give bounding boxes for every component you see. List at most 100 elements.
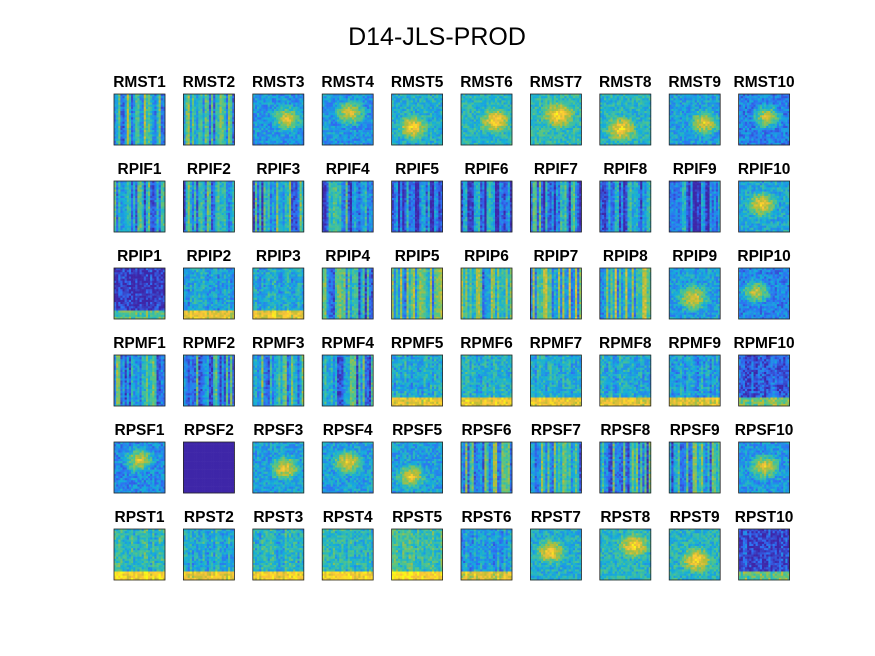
heatmap-cell [300,134,302,136]
heatmap-cell [630,103,632,105]
heatmap-cell [547,134,549,136]
heatmap-cell [326,124,328,126]
heatmap-cell [478,120,480,122]
heatmap-cell [564,139,566,141]
heatmap-cell [491,111,493,113]
heatmap-cell [192,139,194,141]
heatmap-cell [291,105,293,107]
heatmap-cell [487,141,489,143]
heatmap-cell [426,111,428,113]
heatmap-cell [539,115,541,117]
heatmap-cell [283,111,285,113]
heatmap-cell [617,132,619,134]
heatmap-cell [257,96,259,98]
heatmap-cell [539,100,541,102]
heatmap-cell [150,141,152,143]
heatmap-cell [194,122,196,124]
heatmap-cell [575,137,577,139]
heatmap-cell [430,128,432,130]
heatmap-cell [567,137,569,139]
heatmap-cell [623,96,625,98]
heatmap-cell [224,109,226,111]
heatmap-cell [343,132,345,134]
heatmap-cell [556,134,558,136]
heatmap-cell [419,103,421,105]
heatmap-cell [270,100,272,102]
heatmap-cell [508,122,510,124]
heatmap-cell [341,122,343,124]
heatmap-cell [394,137,396,139]
heatmap-cell [226,96,228,98]
heatmap-cell [300,126,302,128]
heatmap-cell [268,130,270,132]
heatmap-cell [406,113,408,115]
heatmap-cell [575,126,577,128]
heatmap-cell [463,124,465,126]
panel-title: RMST7 [530,74,583,91]
heatmap-cell [686,107,688,109]
heatmap-cell [396,130,398,132]
heatmap-cell [617,107,619,109]
heatmap-cell [337,141,339,143]
heatmap-cell [434,100,436,102]
heatmap-cell [647,126,649,128]
heatmap-cell [118,100,120,102]
heatmap-cell [360,122,362,124]
heatmap-cell [493,117,495,119]
heatmap-cell [554,107,556,109]
heatmap-cell [194,124,196,126]
heatmap-cell [261,134,263,136]
heatmap-cell [137,126,139,128]
heatmap-cell [228,100,230,102]
heatmap-cell [127,134,129,136]
heatmap-cell [341,120,343,122]
heatmap-cell [280,113,282,115]
heatmap-cell [150,137,152,139]
heatmap-cell [335,98,337,100]
heatmap-cell [217,126,219,128]
heatmap-cell [369,141,371,143]
heatmap-cell [438,117,440,119]
heatmap-cell [430,126,432,128]
heatmap-cell [539,132,541,134]
heatmap-cell [192,107,194,109]
heatmap-cell [120,111,122,113]
heatmap-cell [558,126,560,128]
heatmap-cell [623,109,625,111]
heatmap-cell [434,124,436,126]
heatmap-cell [716,98,718,100]
heatmap-cell [558,96,560,98]
heatmap-cell [402,134,404,136]
heatmap-cell [647,98,649,100]
heatmap-cell [491,120,493,122]
heatmap-cell [207,98,209,100]
heatmap-cell [640,113,642,115]
heatmap-cell [560,120,562,122]
heatmap-cell [506,111,508,113]
heatmap-cell [554,124,556,126]
heatmap-cell [476,100,478,102]
heatmap-cell [146,98,148,100]
heatmap-cell [506,137,508,139]
heatmap-cell [556,117,558,119]
heatmap-cell [619,124,621,126]
heatmap-cell [682,117,684,119]
heatmap-cell [627,111,629,113]
heatmap-cell [632,124,634,126]
heatmap-cell [560,124,562,126]
heatmap-cell [571,134,573,136]
heatmap-cell [467,107,469,109]
heatmap-cell [554,96,556,98]
heatmap-cell [688,111,690,113]
heatmap-cell [647,115,649,117]
heatmap-cell [625,105,627,107]
heatmap-cell [324,98,326,100]
heatmap-cell [541,111,543,113]
heatmap-cell [205,109,207,111]
heatmap-cell [291,132,293,134]
heatmap-cell [396,128,398,130]
heatmap-cell [350,141,352,143]
heatmap-cell [539,139,541,141]
heatmap-cell [335,103,337,105]
heatmap-cell [615,113,617,115]
